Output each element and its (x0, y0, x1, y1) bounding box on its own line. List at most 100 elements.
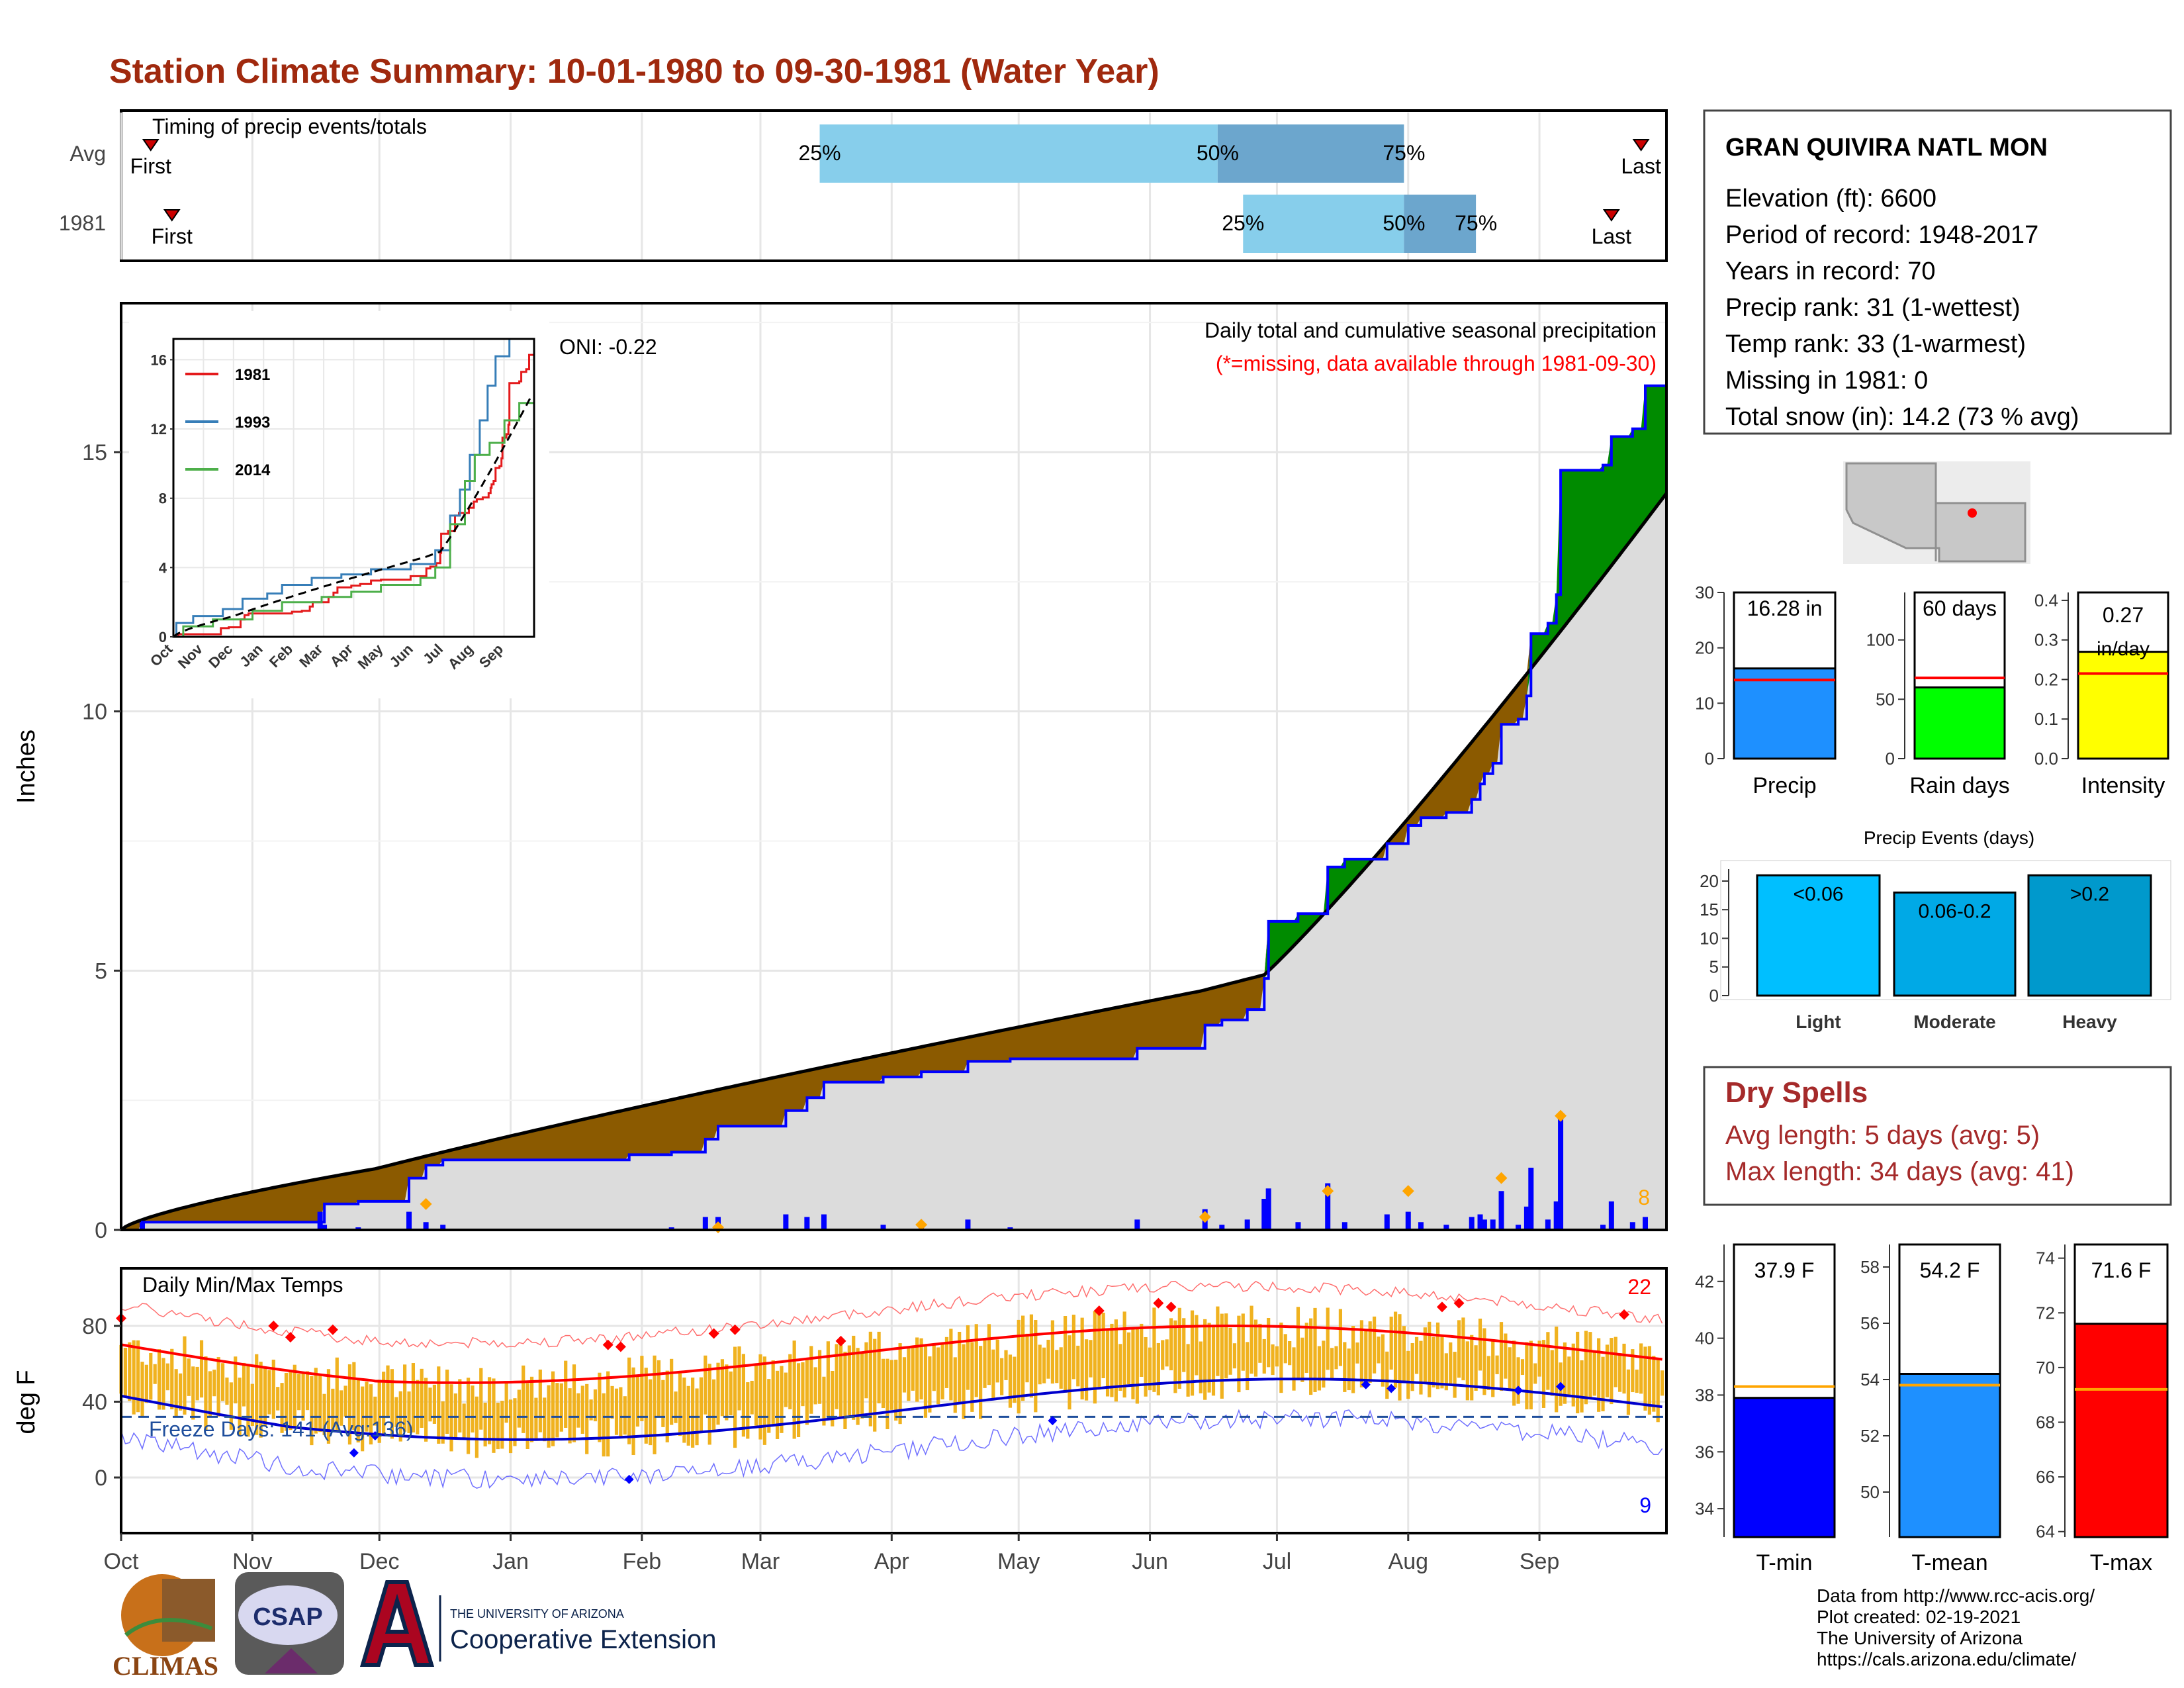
daily-temp-range-bar (1512, 1340, 1516, 1406)
daily-temp-range-bar (1140, 1323, 1144, 1377)
events-y-tick-label: 10 (1700, 928, 1719, 948)
daily-temp-range-bar (1271, 1344, 1275, 1376)
daily-temp-range-bar (661, 1380, 665, 1427)
daily-temp-range-bar (1156, 1342, 1160, 1395)
daily-temp-range-bar (212, 1370, 216, 1397)
daily-temp-range-bar (263, 1368, 267, 1427)
daily-temp-range-bar (280, 1383, 284, 1433)
record-low-marker (1387, 1383, 1396, 1393)
daily-precip-bar (1265, 1188, 1271, 1230)
record-high-marker (1453, 1297, 1465, 1309)
y-tick-label: 15 (82, 440, 107, 465)
daily-precip-bar (1516, 1225, 1522, 1230)
daily-temp-range-bar (1237, 1315, 1241, 1393)
record-high-marker (729, 1324, 741, 1335)
percentile-label: 75% (1455, 211, 1497, 235)
temp-series (116, 1280, 1666, 1489)
daily-temp-range-bar (1626, 1369, 1631, 1415)
station-line: Period of record: 1948-2017 (1725, 221, 2038, 249)
daily-temp-range-bar (246, 1365, 250, 1437)
first-event-marker (142, 139, 159, 152)
record-high-marker (327, 1324, 338, 1335)
daily-temp-range-bar (1656, 1360, 1660, 1423)
daily-temp-range-bar (1279, 1322, 1283, 1393)
daily-temp-range-bar (1571, 1343, 1575, 1407)
daily-precip-bar (1524, 1206, 1529, 1230)
ua-small-text: THE UNIVERSITY OF ARIZONA (450, 1607, 624, 1620)
precip-note: (*=missing, data available through 1981-… (1216, 352, 1657, 375)
month-tick-label: Apr (874, 1549, 909, 1574)
daily-temp-range-bar (534, 1397, 538, 1440)
daily-temp-range-bar (1050, 1320, 1054, 1384)
month-tick-label: Sep (1520, 1549, 1560, 1574)
daily-temp-range-bar (301, 1372, 305, 1421)
inset-background (129, 311, 549, 698)
daily-temp-range-bar (1597, 1338, 1601, 1412)
events-y-tick-label: 15 (1700, 900, 1719, 919)
daily-temp-range-bar (801, 1362, 805, 1407)
daily-temp-range-bar (1097, 1309, 1101, 1390)
daily-temp-range-bar (1605, 1344, 1610, 1397)
daily-temp-range-bar (322, 1393, 326, 1436)
daily-temp-range-bar (610, 1385, 614, 1419)
footer-line: https://cals.arizona.edu/climate/ (1817, 1649, 2076, 1669)
daily-precip-bar (1477, 1214, 1483, 1230)
daily-precip-bar (1545, 1219, 1551, 1230)
daily-precip-bar (1643, 1217, 1649, 1230)
daily-temp-range-bar (1013, 1356, 1017, 1403)
daily-temp-range-bar (1118, 1344, 1122, 1391)
daily-precip-bar (1261, 1199, 1267, 1230)
daily-temp-range-bar (809, 1346, 813, 1414)
mini-bar-category-label: Rain days (1909, 773, 2009, 798)
daily-temp-range-bar (1177, 1307, 1181, 1389)
month-tick-label: Jan (492, 1549, 529, 1574)
daily-temp-range-bar (1631, 1349, 1635, 1393)
inset-average-line (173, 394, 533, 638)
daily-temp-range-bar (962, 1344, 966, 1419)
inset-legend: 1981 1993 2014 (185, 366, 271, 479)
daily-precip-bar (1295, 1222, 1301, 1230)
daily-temp-range-bar (220, 1363, 225, 1401)
csap-mountain-mark (265, 1648, 318, 1673)
daily-temp-range-bar (1080, 1317, 1084, 1400)
daily-temp-range-bar (1135, 1329, 1139, 1404)
daily-temp-range-bar (1334, 1346, 1338, 1370)
mini-y-tick-label: 0 (1705, 749, 1714, 769)
daily-temp-range-bar (1338, 1309, 1343, 1366)
dry-spells: Dry Spells Avg length: 5 days (avg: 5) M… (1703, 1066, 2172, 1206)
daily-temp-range-bar (1414, 1336, 1419, 1374)
daily-temp-range-bar (161, 1358, 165, 1410)
station-name: GRAN QUIVIRA NATL MON (1725, 134, 2048, 162)
daily-temp-range-bar (881, 1358, 886, 1409)
daily-temp-range-bar (1398, 1314, 1402, 1401)
record-high-marker (285, 1332, 296, 1343)
daily-temp-range-bar (1169, 1318, 1173, 1371)
temp-bar-value-label: 54.2 F (1920, 1258, 1980, 1282)
daily-temp-range-bar (1550, 1350, 1554, 1396)
daily-temp-range-bar (149, 1352, 153, 1400)
daily-temp-range-bar (1000, 1358, 1004, 1395)
daily-temp-range-bar (1161, 1340, 1165, 1370)
daily-precip-bar (804, 1217, 810, 1230)
daily-temp-range-bar (966, 1325, 970, 1390)
daily-temp-range-bar (517, 1389, 521, 1428)
event-bar-label: >0.2 (2070, 883, 2109, 905)
precip-event-marker (420, 1197, 432, 1210)
precip-event-marker (915, 1219, 928, 1231)
daily-temp-range-bar (1144, 1336, 1148, 1397)
mini-bar-value-label: 60 days (1923, 596, 1997, 620)
daily-temp-range-bar (699, 1377, 704, 1432)
daily-temp-range-bar (775, 1370, 780, 1439)
precip-event-marker (1199, 1211, 1211, 1223)
events-y-tick-label: 5 (1709, 957, 1719, 977)
temp-bar-y-tick-label: 72 (2036, 1303, 2055, 1323)
daily-temp-range-bar (123, 1347, 127, 1397)
daily-precip-bar (1608, 1201, 1614, 1230)
station-line: Elevation (ft): 6600 (1725, 185, 1936, 212)
temp-bar-y-tick-label: 40 (1695, 1329, 1714, 1348)
temp-bar-category-label: T-max (2090, 1550, 2152, 1575)
locator-map (1843, 461, 2030, 564)
daily-temp-range-bar (623, 1396, 627, 1435)
daily-temp-range-bar (250, 1383, 254, 1427)
